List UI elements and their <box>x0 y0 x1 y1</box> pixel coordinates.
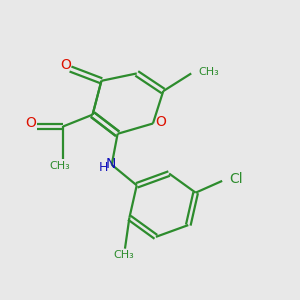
Text: Cl: Cl <box>230 172 243 186</box>
Text: O: O <box>25 116 36 130</box>
Text: O: O <box>155 115 166 129</box>
Text: H: H <box>99 161 108 174</box>
Text: CH₃: CH₃ <box>50 161 70 171</box>
Text: CH₃: CH₃ <box>113 250 134 260</box>
Text: CH₃: CH₃ <box>199 67 219 77</box>
Text: O: O <box>60 58 70 73</box>
Text: N: N <box>106 157 116 171</box>
